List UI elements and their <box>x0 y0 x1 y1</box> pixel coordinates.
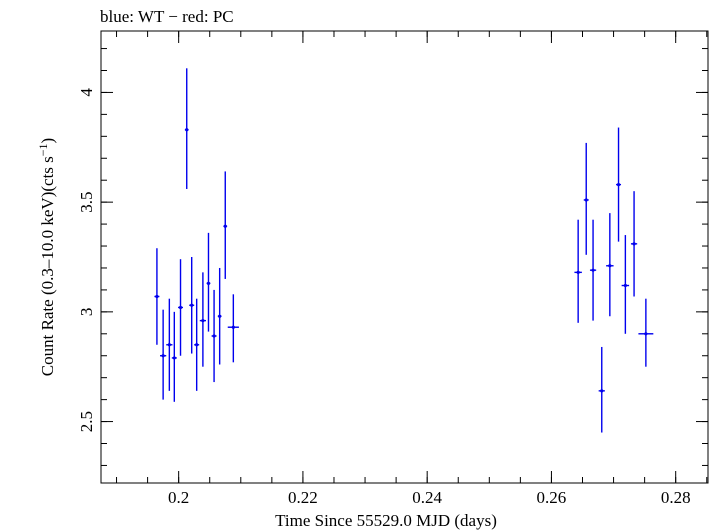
x-tick-label: 0.26 <box>537 488 567 507</box>
y-tick-labels: 2.5 3 3.5 4 <box>77 88 96 433</box>
point-marker <box>212 334 216 338</box>
data-point <box>638 298 654 367</box>
data-point <box>199 272 206 367</box>
data-point <box>166 298 173 391</box>
point-marker <box>155 294 159 299</box>
y-tick-label: 3 <box>77 308 96 317</box>
point-marker <box>600 389 604 393</box>
point-marker <box>608 264 612 268</box>
data-point <box>223 171 228 279</box>
x-tick-labels: 0.2 0.22 0.24 0.26 0.28 <box>168 488 691 507</box>
point-marker <box>584 198 588 202</box>
data-point <box>178 259 184 356</box>
data-point <box>630 191 638 297</box>
data-point <box>211 289 217 383</box>
y-axis-label-main: Count Rate (0.3–10.0 keV)(cts s <box>38 156 57 376</box>
plot-frame <box>100 30 709 484</box>
data-point <box>598 346 605 433</box>
y-tick-label: 2.5 <box>77 411 96 432</box>
point-marker <box>218 314 222 318</box>
y-axis-label-close: ) <box>38 138 57 144</box>
data-point <box>171 311 177 402</box>
data-point <box>227 294 239 363</box>
point-marker <box>591 268 595 272</box>
x-tick-label: 0.24 <box>412 488 442 507</box>
data-point <box>589 219 597 321</box>
data-point <box>189 257 195 354</box>
y-axis-label: Count Rate (0.3–10.0 keV)(cts s−1) <box>36 138 57 376</box>
data-point <box>206 232 211 332</box>
point-marker <box>576 270 580 274</box>
y-axis-label-exponent: −1 <box>36 143 50 156</box>
point-marker <box>172 356 176 360</box>
point-marker <box>644 332 648 336</box>
data-point <box>621 235 630 334</box>
x-axis-label: Time Since 55529.0 MJD (days) <box>275 511 497 530</box>
x-tick-label: 0.22 <box>288 488 318 507</box>
point-marker <box>623 283 627 288</box>
axis-ticks <box>101 31 708 483</box>
point-marker <box>201 319 205 323</box>
x-tick-label: 0.28 <box>661 488 691 507</box>
point-marker <box>167 343 171 347</box>
point-marker <box>190 303 194 307</box>
data-point <box>194 298 200 391</box>
point-marker <box>223 224 227 228</box>
point-marker <box>195 343 199 347</box>
data-point <box>583 142 589 255</box>
data-point <box>217 267 222 365</box>
data-point <box>154 248 160 345</box>
data-point <box>160 309 167 400</box>
point-marker <box>206 281 211 285</box>
data-point <box>616 127 622 242</box>
y-tick-label: 3.5 <box>77 192 96 213</box>
point-marker <box>161 354 165 358</box>
data-point <box>184 68 189 189</box>
data-point <box>574 219 582 323</box>
point-marker <box>231 325 235 329</box>
point-marker <box>616 182 621 187</box>
data-points <box>154 68 654 433</box>
point-marker <box>178 305 183 310</box>
y-tick-label: 4 <box>77 88 96 97</box>
point-marker <box>632 242 636 246</box>
point-marker <box>185 128 189 132</box>
x-tick-label: 0.2 <box>168 488 189 507</box>
chart-title: blue: WT − red: PC <box>100 7 234 26</box>
data-point <box>606 213 614 317</box>
